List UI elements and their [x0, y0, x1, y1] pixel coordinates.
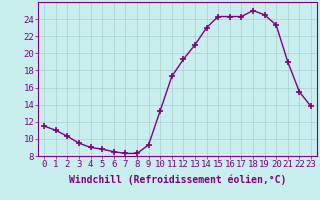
X-axis label: Windchill (Refroidissement éolien,°C): Windchill (Refroidissement éolien,°C): [69, 175, 286, 185]
